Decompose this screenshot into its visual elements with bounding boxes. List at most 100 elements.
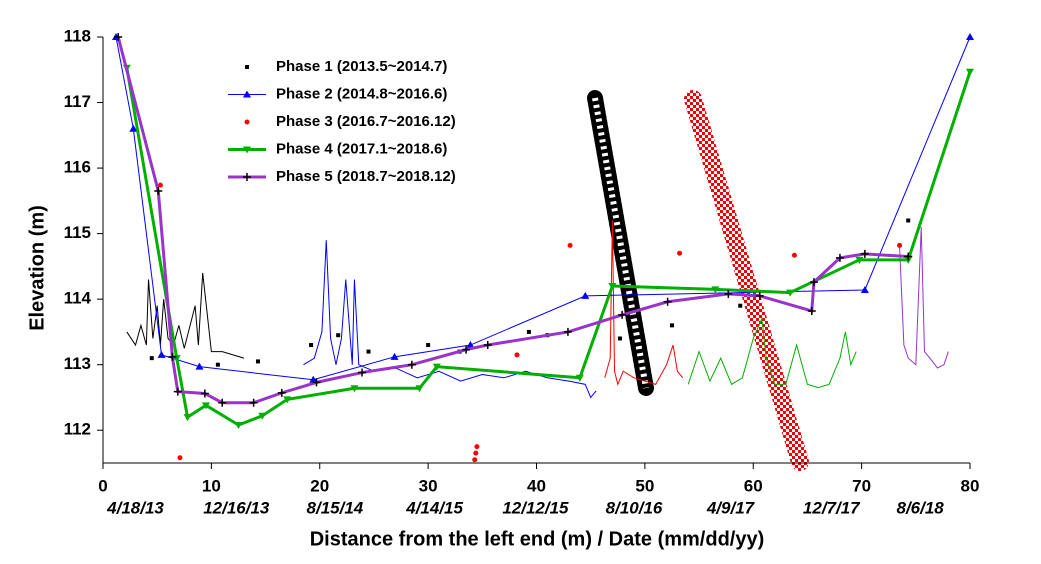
data-point [154, 187, 163, 196]
trace-line [687, 316, 857, 389]
data-point [195, 362, 204, 370]
data-point [283, 396, 292, 404]
data-point [483, 341, 492, 350]
date-tick-label: 4/14/15 [405, 498, 463, 517]
y-tick-label: 113 [64, 354, 91, 373]
data-point [669, 323, 674, 328]
y-tick-label: 118 [64, 26, 91, 45]
data-point [336, 333, 341, 338]
data-point [855, 256, 864, 264]
data-point [474, 444, 480, 450]
data-point [390, 352, 399, 360]
data-point [215, 362, 220, 367]
data-point [473, 450, 479, 456]
data-point [472, 457, 478, 463]
trace-line [303, 240, 597, 399]
trace-line [899, 227, 949, 369]
data-point [201, 402, 210, 410]
data-point [514, 352, 520, 358]
trace-line [126, 272, 245, 359]
data-point [786, 289, 795, 297]
date-tick-label: 12/12/15 [502, 498, 569, 517]
data-point [526, 329, 531, 334]
data-point [173, 387, 182, 396]
red-band [684, 90, 809, 471]
date-tick-label: 8/10/16 [606, 498, 663, 517]
data-point [567, 242, 573, 248]
data-point [466, 341, 475, 349]
legend-label: Phase 5 (2018.7~2018.12) [276, 168, 456, 185]
data-point [309, 343, 314, 348]
data-point [618, 310, 627, 319]
data-point [415, 385, 424, 393]
data-point [249, 398, 258, 407]
data-point [807, 306, 816, 315]
legend-marker [243, 146, 251, 154]
data-point [809, 278, 818, 287]
data-point [755, 291, 764, 300]
data-point [277, 388, 286, 397]
legend-label: Phase 1 (2013.5~2014.7) [276, 58, 447, 75]
data-point [168, 352, 177, 361]
data-point [129, 124, 138, 132]
data-point [860, 249, 869, 258]
data-point [677, 250, 683, 256]
x-tick-label: 70 [852, 476, 871, 495]
x-tick-label: 20 [310, 476, 329, 495]
date-tick-label: 8/6/18 [897, 498, 945, 517]
data-point [581, 291, 590, 299]
y-tick-label: 112 [64, 420, 91, 439]
data-point [312, 378, 321, 387]
date-tick-label: 12/16/13 [203, 498, 270, 517]
x-tick-label: 80 [961, 476, 980, 495]
trace-line [604, 220, 684, 386]
y-tick-label: 116 [64, 158, 91, 177]
data-point [426, 343, 431, 348]
data-point [738, 303, 743, 308]
legend-label: Phase 2 (2014.8~2016.6) [276, 85, 447, 102]
legend-label: Phase 4 (2017.1~2018.6) [276, 140, 447, 157]
x-tick-label: 50 [635, 476, 654, 495]
data-point [114, 33, 123, 41]
legend-marker [244, 119, 250, 125]
legend-marker [243, 173, 251, 181]
data-point [966, 33, 974, 40]
series-line [125, 67, 972, 427]
y-tick-label: 114 [64, 289, 92, 308]
data-point [608, 283, 617, 291]
black-band-inner [592, 97, 649, 389]
data-point [617, 336, 622, 341]
x-tick-label: 10 [202, 476, 221, 495]
data-point [149, 356, 154, 361]
data-point [724, 289, 733, 298]
data-point [791, 252, 797, 258]
data-point [563, 327, 572, 336]
data-point [258, 412, 267, 420]
data-point [575, 374, 584, 382]
data-point [904, 252, 913, 261]
legend-label: Phase 3 (2016.7~2016.12) [276, 113, 456, 130]
data-point [663, 297, 672, 306]
data-point [407, 360, 416, 369]
data-point [711, 286, 720, 294]
series-line [116, 36, 909, 405]
x-tick-label: 0 [98, 476, 107, 495]
data-point [200, 389, 209, 398]
y-tick-label: 115 [64, 223, 91, 242]
data-point [906, 218, 911, 223]
series-line [115, 36, 971, 381]
data-point [183, 414, 192, 422]
data-point [462, 345, 471, 354]
x-axis-label: Distance from the left end (m) / Date (m… [310, 528, 765, 550]
data-point [835, 253, 844, 262]
x-tick-label: 60 [744, 476, 763, 495]
date-tick-label: 12/7/17 [803, 498, 861, 517]
legend-marker [243, 90, 251, 98]
data-point [177, 455, 183, 461]
data-point [966, 68, 974, 76]
date-tick-label: 4/9/17 [706, 498, 756, 517]
date-tick-label: 8/15/14 [307, 498, 364, 517]
data-point [897, 242, 903, 248]
data-point [432, 363, 441, 371]
data-point [157, 182, 163, 188]
